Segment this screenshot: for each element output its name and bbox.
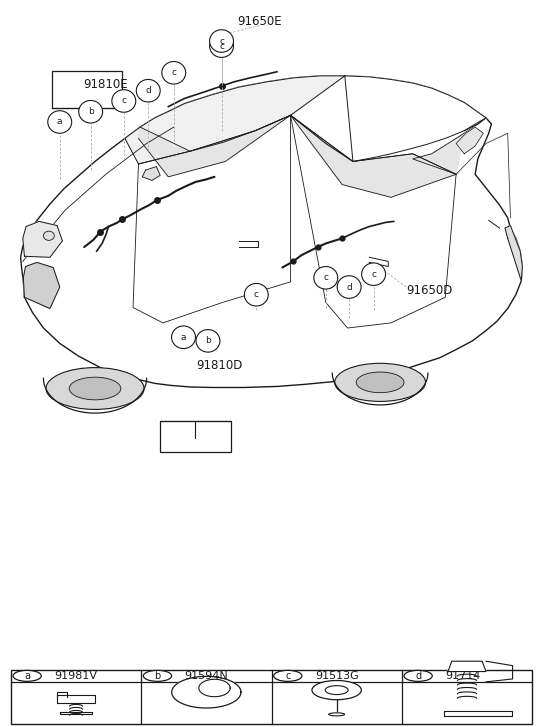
Text: c: c — [371, 270, 376, 278]
Circle shape — [112, 89, 136, 112]
Polygon shape — [142, 166, 160, 180]
Ellipse shape — [312, 680, 362, 699]
Circle shape — [210, 35, 233, 57]
Text: 91513G: 91513G — [315, 671, 359, 681]
Text: c: c — [285, 671, 291, 681]
Text: b: b — [154, 671, 161, 681]
Circle shape — [362, 263, 386, 286]
Text: d: d — [146, 87, 151, 95]
Ellipse shape — [69, 377, 121, 400]
Text: d: d — [346, 283, 352, 292]
Ellipse shape — [356, 372, 404, 393]
Polygon shape — [125, 76, 345, 164]
Text: 91650D: 91650D — [406, 284, 452, 297]
Polygon shape — [199, 679, 230, 696]
Polygon shape — [444, 712, 512, 716]
Polygon shape — [21, 76, 522, 387]
Circle shape — [404, 670, 432, 681]
Text: c: c — [219, 41, 224, 51]
Polygon shape — [291, 116, 456, 197]
Text: c: c — [121, 97, 127, 105]
Ellipse shape — [334, 364, 426, 401]
Text: c: c — [254, 290, 259, 300]
Text: 91810D: 91810D — [197, 359, 243, 372]
Ellipse shape — [46, 368, 144, 409]
Polygon shape — [172, 676, 241, 708]
Text: b: b — [88, 108, 93, 116]
Circle shape — [274, 670, 302, 681]
Ellipse shape — [325, 686, 348, 694]
Circle shape — [48, 111, 72, 133]
Polygon shape — [505, 225, 522, 281]
Text: a: a — [24, 671, 30, 681]
Circle shape — [210, 30, 233, 52]
Polygon shape — [23, 222, 62, 257]
Text: 91981V: 91981V — [54, 671, 97, 681]
Polygon shape — [413, 118, 486, 174]
Polygon shape — [56, 695, 96, 703]
Polygon shape — [456, 127, 483, 153]
Polygon shape — [138, 116, 291, 177]
Circle shape — [314, 267, 338, 289]
Text: 91594N: 91594N — [185, 671, 229, 681]
Text: c: c — [219, 36, 224, 46]
Polygon shape — [60, 712, 92, 715]
Text: a: a — [181, 333, 186, 342]
Text: d: d — [415, 671, 421, 681]
Ellipse shape — [329, 713, 345, 716]
Text: b: b — [205, 337, 211, 345]
Text: 91714: 91714 — [445, 671, 481, 681]
Text: 91810E: 91810E — [84, 78, 128, 91]
Circle shape — [143, 670, 172, 681]
Circle shape — [13, 670, 41, 681]
Circle shape — [244, 284, 268, 306]
Circle shape — [172, 326, 195, 348]
Circle shape — [136, 79, 160, 102]
Circle shape — [337, 276, 361, 298]
Polygon shape — [448, 662, 486, 672]
Polygon shape — [345, 76, 486, 161]
Circle shape — [162, 62, 186, 84]
Text: a: a — [57, 118, 62, 126]
Text: c: c — [171, 68, 176, 77]
Text: 91650E: 91650E — [237, 15, 282, 28]
Circle shape — [196, 329, 220, 352]
Text: c: c — [323, 273, 329, 282]
Circle shape — [79, 100, 103, 123]
Polygon shape — [23, 262, 60, 308]
Ellipse shape — [43, 231, 54, 241]
